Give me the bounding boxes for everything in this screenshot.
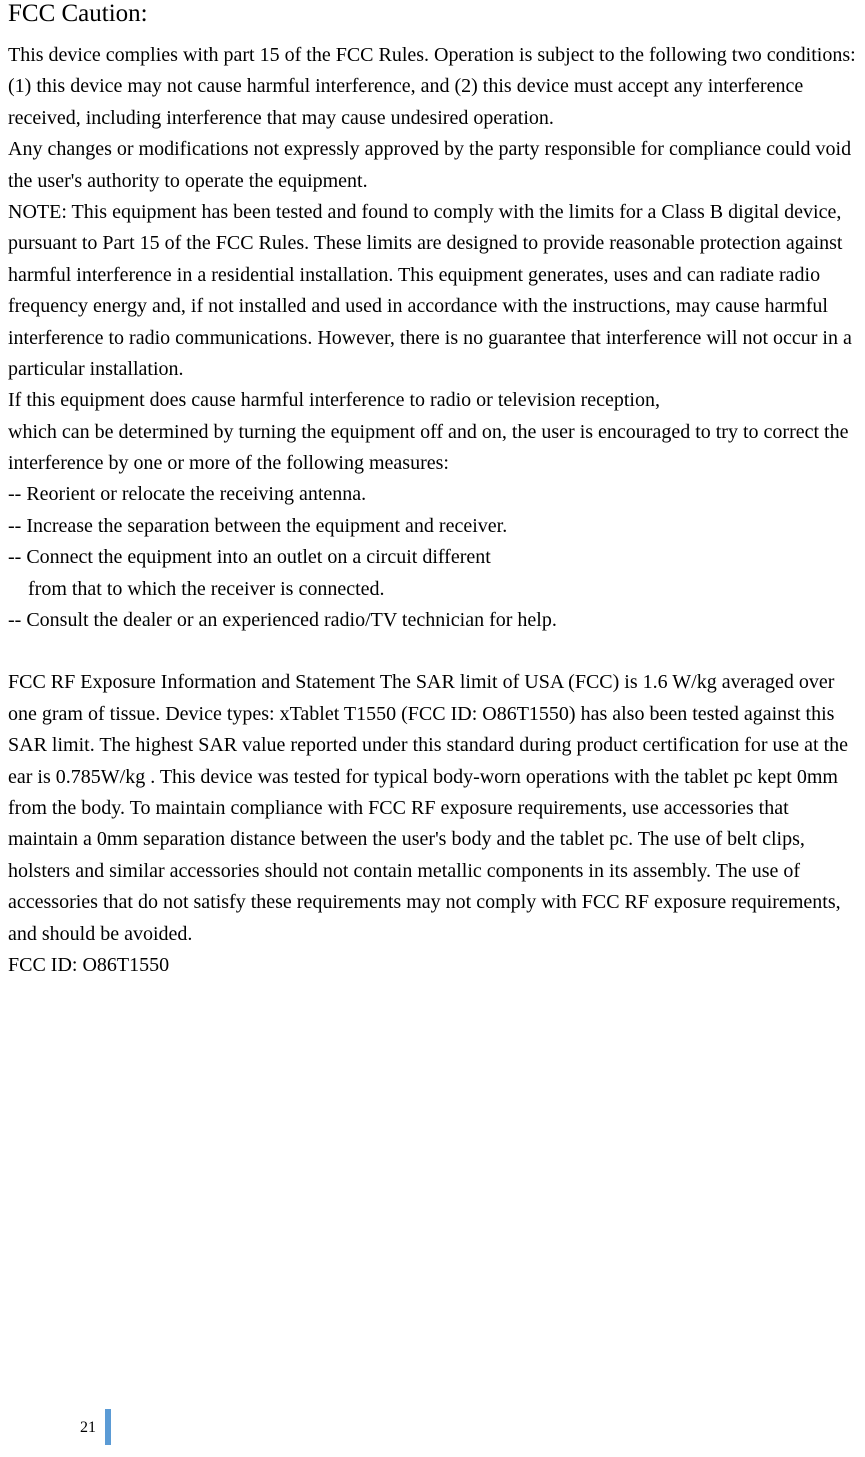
page-accent-bar [105, 1409, 111, 1445]
bullet-consult: -- Consult the dealer or an experienced … [8, 605, 857, 636]
body-content: This device complies with part 15 of the… [8, 40, 857, 981]
page-number: 21 [80, 1419, 96, 1437]
paragraph-interference-1: If this equipment does cause harmful int… [8, 385, 857, 416]
paragraph-note: NOTE: This equipment has been tested and… [8, 197, 857, 385]
bullet-separation: -- Increase the separation between the e… [8, 511, 857, 542]
paragraph-fcc-id: FCC ID: O86T1550 [8, 950, 857, 981]
bullet-reorient: -- Reorient or relocate the receiving an… [8, 479, 857, 510]
section-heading: FCC Caution: [8, 0, 857, 28]
paragraph-compliance: This device complies with part 15 of the… [8, 40, 857, 134]
bullet-outlet-line1: -- Connect the equipment into an outlet … [8, 542, 857, 573]
paragraph-modifications: Any changes or modifications not express… [8, 134, 857, 197]
paragraph-rf-exposure: FCC RF Exposure Information and Statemen… [8, 667, 857, 950]
blank-line [8, 636, 857, 667]
bullet-outlet-line2: from that to which the receiver is conne… [8, 574, 857, 605]
paragraph-interference-2: which can be determined by turning the e… [8, 417, 857, 480]
